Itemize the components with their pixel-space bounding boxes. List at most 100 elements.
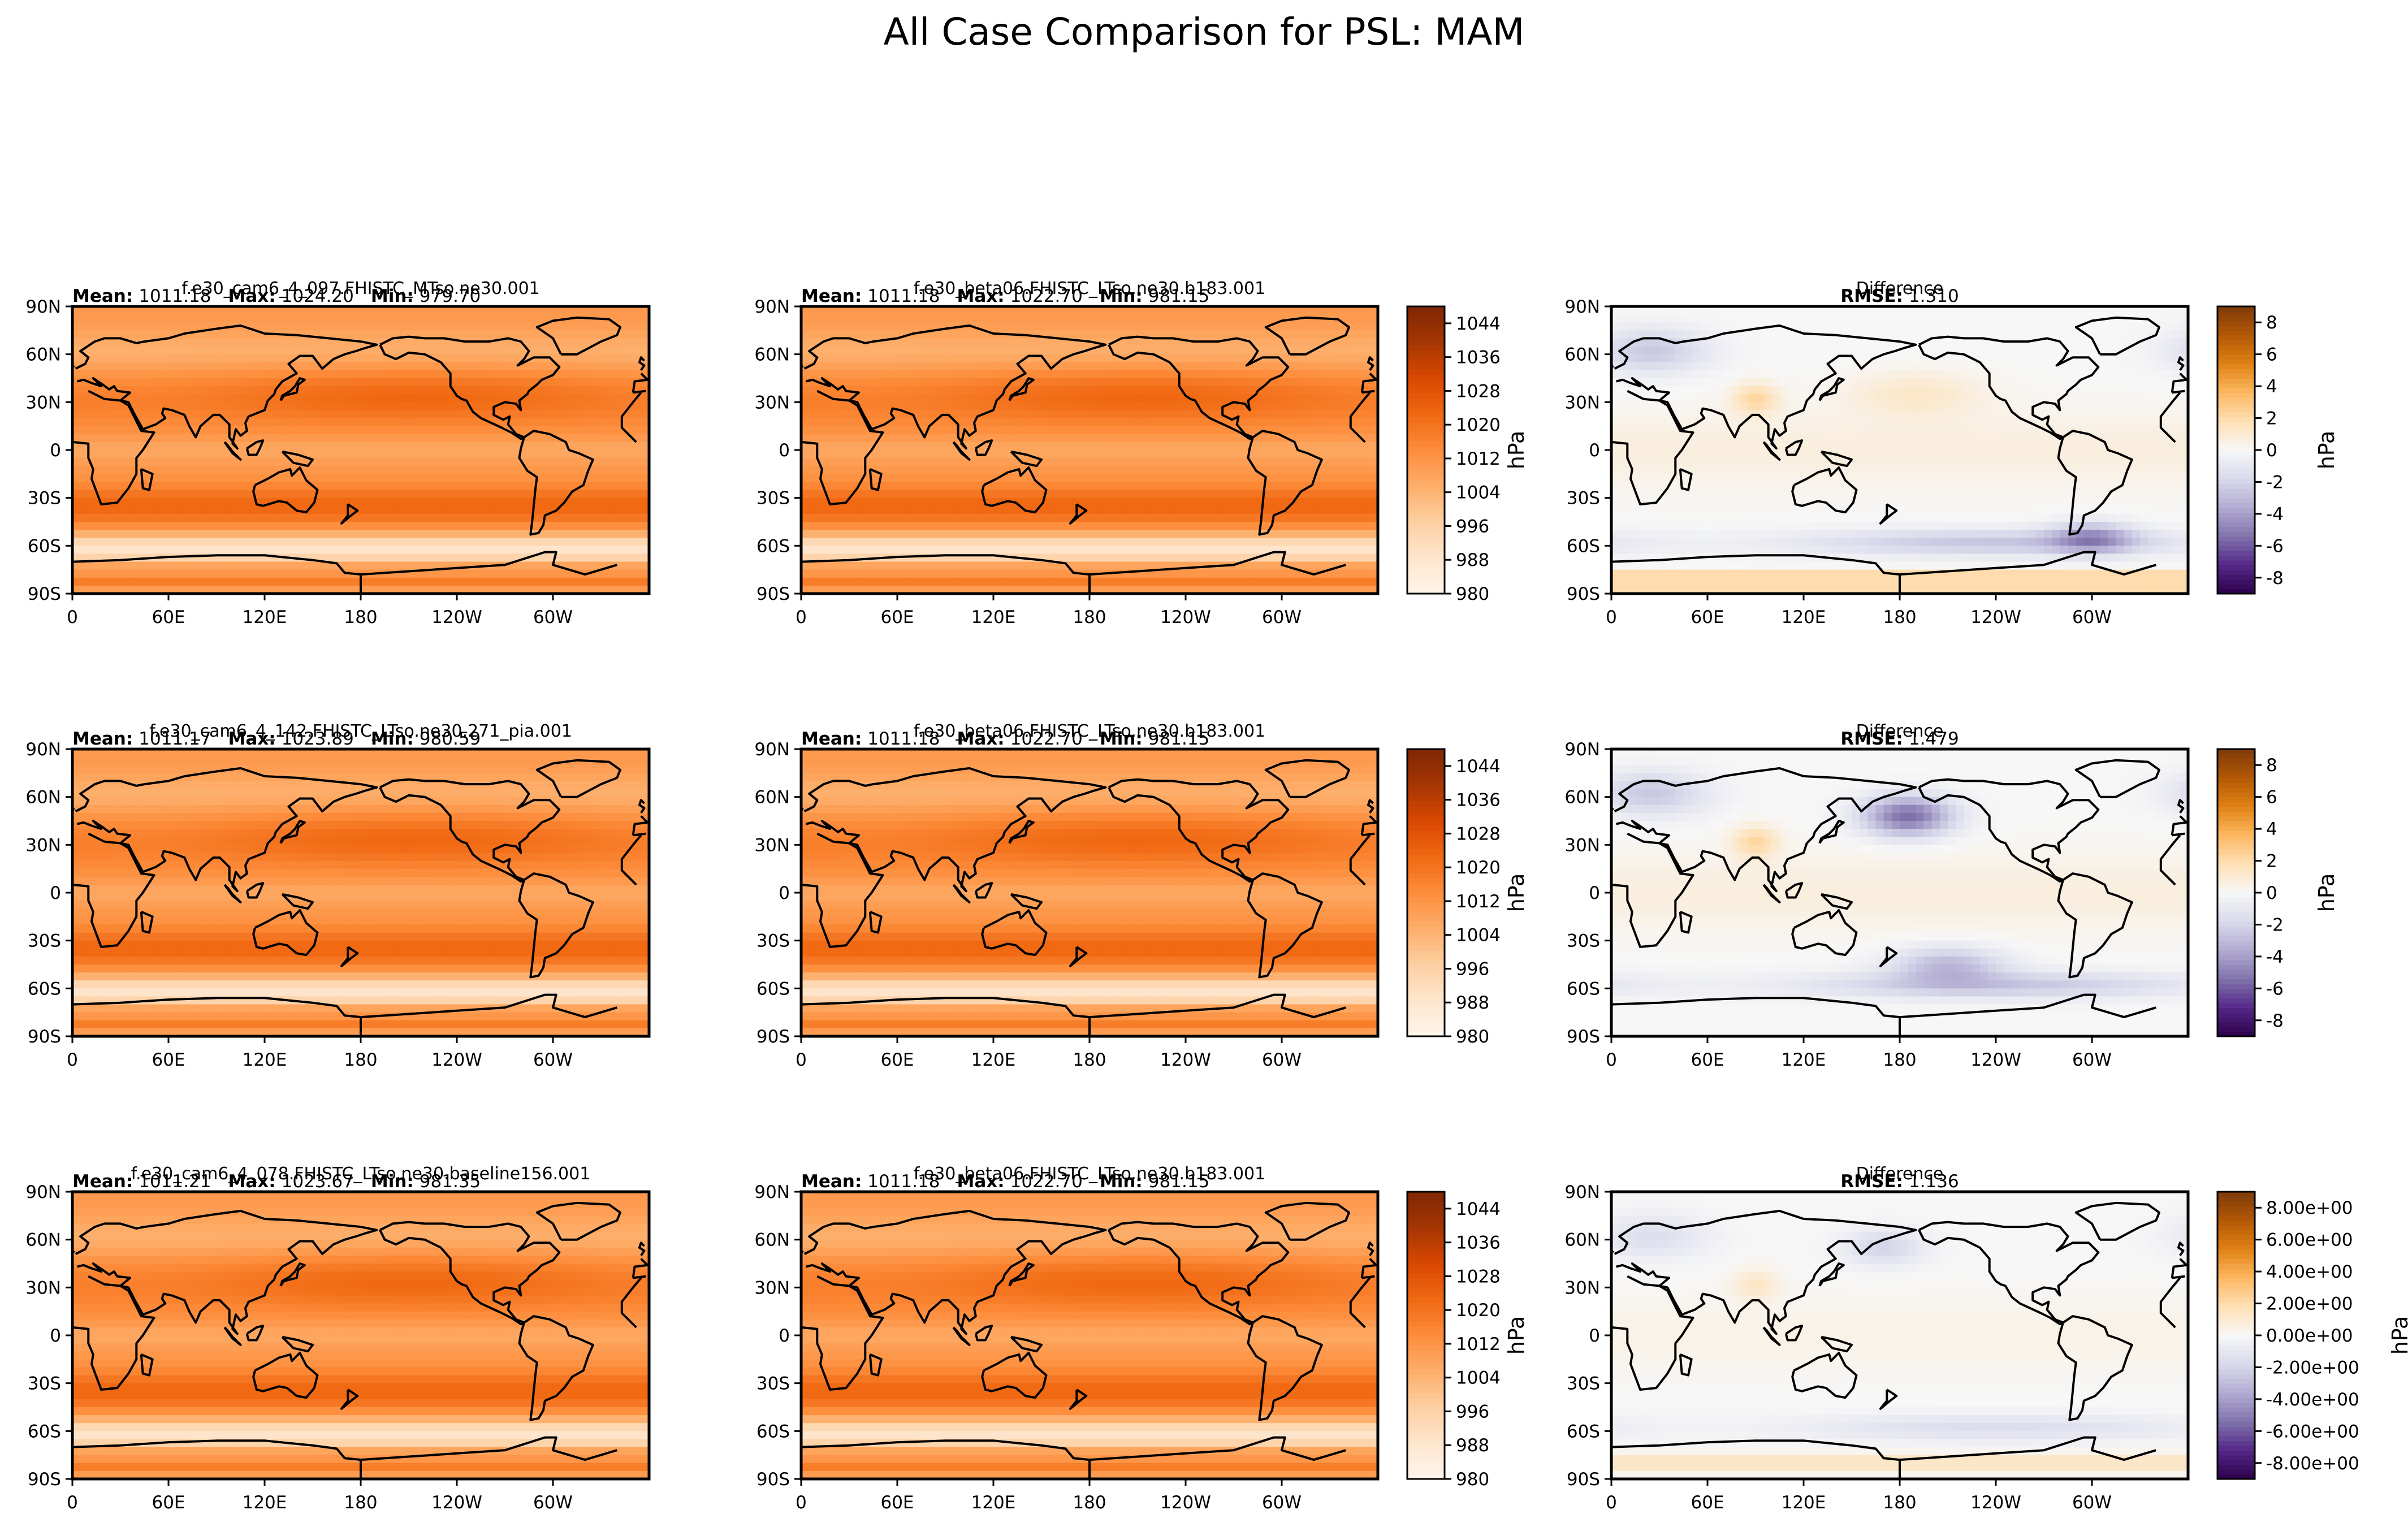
coastline bbox=[632, 815, 649, 836]
colorbar-step bbox=[2217, 531, 2255, 537]
coastline bbox=[1069, 503, 1088, 525]
colorbar-tick-label: 1012 bbox=[1456, 449, 1501, 469]
y-tick-label: 60N bbox=[754, 345, 790, 365]
colorbar-step bbox=[1407, 1326, 1445, 1331]
coastline bbox=[1679, 1353, 1693, 1377]
colorbar-label: hPa bbox=[2314, 873, 2339, 912]
colorbar-step bbox=[1407, 845, 1445, 850]
x-tick-label: 120E bbox=[243, 1050, 287, 1070]
colorbar-tick-label: -6 bbox=[2266, 536, 2284, 556]
colorbar-step bbox=[1407, 873, 1445, 879]
colorbar-step bbox=[2217, 1450, 2255, 1456]
colorbar: 980 988 996 1004 1012 1020 1028 1036 1044 hPa bbox=[1406, 305, 1529, 604]
panel-title: f.e30_cam6_4_142.FHISTC_LTso.ne30.271_pi… bbox=[149, 721, 572, 741]
colorbar-step bbox=[1407, 893, 1445, 898]
colorbar-frame bbox=[1406, 748, 1446, 1037]
stat-label: Max: bbox=[228, 1171, 275, 1192]
colorbar-step bbox=[2217, 1002, 2255, 1008]
colorbar-step bbox=[1407, 1354, 1445, 1360]
colorbar-step bbox=[2217, 478, 2255, 485]
colorbar-step bbox=[1407, 1369, 1445, 1374]
colorbar-step bbox=[1407, 325, 1445, 331]
coastline bbox=[1679, 468, 1693, 491]
colorbar-step bbox=[2217, 1292, 2255, 1298]
colorbar-step bbox=[1407, 959, 1445, 965]
colorbar-step bbox=[1407, 926, 1445, 932]
colorbar-tick-label: 996 bbox=[1456, 959, 1489, 979]
colorbar-step bbox=[2217, 488, 2255, 494]
colorbar-step bbox=[2217, 1359, 2255, 1365]
y-tick-label: 30S bbox=[756, 1374, 790, 1394]
colorbar-tick-label: 988 bbox=[1456, 550, 1489, 570]
y-tick-label: 30N bbox=[1564, 835, 1600, 855]
y-tick-label: 60N bbox=[25, 345, 61, 365]
colorbar-step bbox=[1407, 1383, 1445, 1388]
colorbar-step bbox=[2217, 763, 2255, 769]
colorbar-step bbox=[2217, 974, 2255, 980]
colorbar-step bbox=[1407, 474, 1445, 479]
colorbar-step bbox=[1407, 907, 1445, 912]
colorbar-tick-label: -8.00e+00 bbox=[2266, 1454, 2359, 1474]
coastline bbox=[75, 324, 378, 450]
colorbar-step bbox=[2217, 821, 2255, 827]
colorbar-tick-label: 988 bbox=[1456, 993, 1489, 1013]
coastlines bbox=[800, 1201, 1378, 1480]
colorbar: 980 988 996 1004 1012 1020 1028 1036 1044 hPa bbox=[1406, 748, 1529, 1047]
coastline bbox=[72, 1275, 155, 1391]
x-tick-label: 60E bbox=[880, 1493, 914, 1513]
coastline bbox=[2172, 832, 2185, 837]
colorbar-step bbox=[1407, 945, 1445, 951]
colorbar-step bbox=[1407, 493, 1445, 499]
colorbar-step bbox=[1407, 397, 1445, 403]
colorbar-step bbox=[2217, 845, 2255, 850]
colorbar-step bbox=[1407, 531, 1445, 537]
coastline bbox=[1611, 832, 1694, 948]
coastline bbox=[1367, 799, 1374, 814]
coastline bbox=[1918, 778, 2100, 883]
colorbar-step bbox=[2217, 1022, 2255, 1027]
colorbar-step bbox=[1407, 1321, 1445, 1326]
colorbar-step bbox=[1407, 1022, 1445, 1027]
x-tick-label: 60W bbox=[1262, 1050, 1302, 1070]
coastline bbox=[1010, 893, 1043, 910]
colorbar-step bbox=[1407, 1464, 1445, 1470]
stat-value: 1022.70 bbox=[1010, 1171, 1083, 1192]
colorbar: 980 988 996 1004 1012 1020 1028 1036 1044 hPa bbox=[1406, 1191, 1529, 1490]
colorbar-step bbox=[2217, 777, 2255, 784]
colorbar-step bbox=[2217, 916, 2255, 922]
coastline bbox=[279, 1262, 306, 1287]
x-tick-label: 60W bbox=[533, 607, 573, 628]
coastline bbox=[1879, 1388, 1898, 1410]
coastline bbox=[974, 882, 993, 899]
coastline bbox=[952, 884, 971, 903]
colorbar-step bbox=[2217, 354, 2255, 360]
panel-r1c3: 0 60E 120E 180 120W 60W 90N 60N 30N 0 30S 60S 90S Dif… bbox=[1564, 279, 2339, 628]
x-tick-label: 60W bbox=[1262, 1493, 1302, 1513]
coastline bbox=[2171, 373, 2188, 393]
coastline bbox=[535, 316, 621, 356]
colorbar-step bbox=[2217, 483, 2255, 489]
coastline bbox=[638, 356, 646, 371]
colorbar-tick-label: 1028 bbox=[1456, 824, 1501, 844]
coastline bbox=[340, 1388, 359, 1410]
x-tick-label: 120E bbox=[1782, 1493, 1826, 1513]
y-tick-label: 90S bbox=[756, 584, 790, 604]
coastline bbox=[2172, 390, 2185, 394]
panel-r2c3: 0 60E 120E 180 120W 60W 90N 60N 30N 0 30S 60S 90S Dif… bbox=[1564, 721, 2339, 1070]
colorbar-step bbox=[1407, 536, 1445, 542]
coastline bbox=[2057, 1315, 2133, 1421]
colorbar-step bbox=[1407, 1282, 1445, 1288]
colorbar-step bbox=[2217, 406, 2255, 413]
colorbar-step bbox=[2217, 1201, 2255, 1207]
panel-stats: RMSE: 1.310 bbox=[1840, 286, 1959, 306]
coastline bbox=[2177, 356, 2185, 371]
colorbar-step bbox=[2217, 758, 2255, 764]
colorbar-step bbox=[1407, 1007, 1445, 1013]
colorbar-step bbox=[1407, 1450, 1445, 1456]
coastline bbox=[379, 1221, 561, 1326]
colorbar-tick-label: -4 bbox=[2266, 504, 2284, 525]
coastline bbox=[2172, 1275, 2185, 1279]
colorbar-step bbox=[1407, 1344, 1445, 1351]
stat-label: RMSE: bbox=[1840, 286, 1903, 306]
colorbar-step bbox=[1407, 1017, 1445, 1023]
